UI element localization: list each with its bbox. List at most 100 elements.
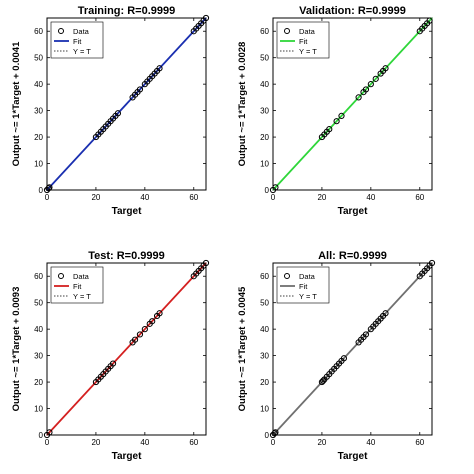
y-axis-label: Output ~= 1*Target + 0.0028 [237,42,248,167]
data-point [141,326,148,333]
legend-marker-data [58,28,64,34]
legend-box [50,21,104,59]
data-point [149,318,156,325]
fit-line [272,17,433,191]
y-tick-label: 10 [260,160,269,169]
legend-label: Y = T [73,292,91,301]
x-tick-label: 0 [271,193,276,202]
x-tick-label: 20 [317,193,326,202]
x-axis-label: Target [338,206,368,217]
data-point [109,360,117,367]
y-tick-label: 50 [34,299,43,308]
data-point [338,112,345,120]
data-point [272,184,279,191]
legend-label: Data [73,27,90,36]
legend-label: Data [299,272,316,281]
x-tick-label: 20 [317,438,326,447]
legend-label: Fit [299,282,308,291]
x-tick-label: 40 [366,193,375,202]
x-tick-label: 60 [189,438,198,447]
legend-box [276,266,330,304]
data-point [362,86,370,93]
y-axis-label: Output ~= 1*Target + 0.0041 [11,41,22,166]
legend-label: Data [73,272,90,281]
y-tick-label: 10 [34,160,43,169]
x-axis-label: Target [112,451,142,462]
data-point [272,429,279,436]
y-tick-label: 30 [34,352,43,361]
legend-marker-data [284,273,290,279]
y-tick-label: 0 [39,431,44,440]
y-tick-label: 50 [260,54,269,63]
legend-label: Fit [73,282,82,291]
data-point [45,185,52,192]
data-point [320,377,327,384]
data-point [355,94,362,101]
x-tick-label: 60 [415,438,424,447]
data-point [340,355,348,362]
y-tick-label: 0 [265,186,270,195]
data-point [136,331,144,338]
x-tick-label: 0 [45,193,50,202]
data-point [46,429,53,436]
y-tick-label: 60 [260,27,269,36]
data-point [372,75,379,82]
data-point [202,259,210,267]
y-tick-label: 30 [260,352,269,361]
y-tick-label: 20 [260,378,269,387]
fit-line [46,262,207,436]
y-tick-label: 60 [34,27,43,36]
data-point [156,310,163,317]
y-tick-label: 20 [34,133,43,142]
legend-label: Y = T [73,47,91,56]
x-tick-label: 0 [45,438,50,447]
y-axis-label: Output ~= 1*Target + 0.0045 [237,286,248,411]
data-point [156,65,163,72]
x-tick-label: 20 [91,193,100,202]
subplot-title: Test: R=0.9999 [88,250,165,262]
x-tick-label: 60 [189,193,198,202]
y-tick-label: 20 [260,133,269,142]
data-point [367,81,374,88]
fit-line [46,17,207,191]
legend-label: Fit [73,37,82,46]
data-point [362,331,370,338]
data-point [202,14,210,22]
y-tick-label: 60 [260,272,269,281]
legend-marker-data [284,28,290,34]
data-point [114,110,122,117]
legend-label: Y = T [299,47,317,56]
data-point [428,259,436,267]
subplot-title: Validation: R=0.9999 [299,5,406,17]
legend-marker-data [58,273,64,279]
data-point [131,336,139,343]
y-tick-label: 0 [265,431,270,440]
y-tick-label: 40 [260,325,269,334]
y-axis-label: Output ~= 1*Target + 0.0093 [11,287,22,412]
x-tick-label: 0 [271,438,276,447]
data-point [46,184,53,191]
data-point [326,126,333,133]
x-tick-label: 40 [140,193,149,202]
y-tick-label: 10 [260,405,269,414]
y-tick-label: 20 [34,378,43,387]
legend-box [276,21,330,59]
y-tick-label: 50 [34,54,43,63]
x-tick-label: 40 [140,438,149,447]
data-point [333,118,340,125]
legend-label: Data [299,27,316,36]
data-point [271,430,278,437]
x-axis-label: Target [112,206,142,217]
data-point [136,86,144,93]
data-point [426,17,433,24]
data-point [382,310,389,317]
y-tick-label: 50 [260,299,269,308]
x-tick-label: 40 [366,438,375,447]
y-tick-label: 0 [39,186,44,195]
legend-label: Y = T [299,292,317,301]
y-tick-label: 40 [34,325,43,334]
